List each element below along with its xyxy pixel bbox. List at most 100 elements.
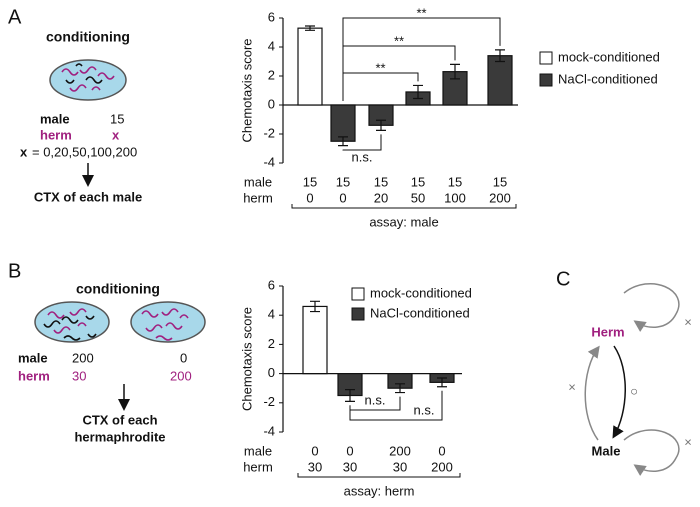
bar [330, 104, 356, 142]
x-tick-label: 15 [336, 174, 350, 189]
dish [130, 301, 206, 343]
error-bar [338, 136, 348, 147]
arrow [612, 345, 626, 439]
error-bar [395, 383, 405, 394]
x-tick-label: 0 [438, 443, 445, 458]
error-bar [450, 63, 460, 80]
label: herm [18, 368, 50, 383]
significance-label: n.s. [414, 402, 435, 417]
y-tick-label: 0 [268, 365, 275, 380]
diagram-title: conditioning [46, 29, 130, 45]
row-label: male [244, 443, 272, 458]
label: male [18, 350, 48, 365]
significance-bracket [349, 390, 443, 421]
y-axis-label: Chemotaxis score [239, 38, 254, 142]
y-tick-label: 6 [268, 277, 275, 292]
legend-swatch [351, 307, 365, 321]
x-tick-label: 50 [411, 190, 425, 205]
y-tick-label: 6 [268, 9, 275, 24]
label: = 0,20,50,100,200 [32, 144, 137, 159]
significance-bracket [342, 134, 382, 151]
error-bar [495, 49, 505, 63]
y-tick-label: -2 [263, 394, 275, 409]
x-tick-label: 30 [308, 459, 322, 474]
arrow [623, 429, 680, 476]
dish [34, 301, 110, 343]
error-bar [376, 119, 386, 131]
node: Herm [591, 324, 624, 339]
y-tick-label: 4 [268, 38, 275, 53]
arrow [584, 345, 600, 441]
y-tick-label: 2 [268, 336, 275, 351]
significance-bracket [342, 17, 501, 101]
panel-label: A [8, 6, 22, 28]
legend-swatch [539, 51, 553, 65]
y-tick-label: 2 [268, 67, 275, 82]
legend-label: mock-conditioned [370, 285, 472, 300]
legend-label: NaCl-conditioned [558, 71, 658, 86]
value: 200 [72, 350, 94, 365]
y-tick-label: 0 [268, 96, 275, 111]
x-tick-label: 20 [374, 190, 388, 205]
significance-label: n.s. [352, 149, 373, 164]
x-tick-label: 30 [343, 459, 357, 474]
error-bar [310, 300, 320, 313]
value: x [112, 127, 120, 142]
value: 0 [180, 350, 187, 365]
mark: × [684, 314, 692, 329]
x-tick-label: 200 [389, 443, 411, 458]
x-tick-label: 15 [448, 174, 462, 189]
outcome: CTX of each male [34, 189, 142, 204]
x-tick-label: 0 [306, 190, 313, 205]
label: x [20, 144, 28, 159]
error-bar [437, 377, 447, 388]
assay-bracket [291, 204, 517, 209]
bar [487, 55, 513, 106]
y-tick-label: 4 [268, 307, 275, 322]
row-label: male [244, 174, 272, 189]
legend-swatch [351, 287, 365, 301]
label: male [40, 111, 70, 126]
x-tick-label: 15 [374, 174, 388, 189]
x-tick-label: 200 [489, 190, 511, 205]
significance-label: ** [375, 60, 385, 75]
arrow [623, 283, 680, 332]
bar [302, 305, 328, 375]
significance-label: ** [394, 33, 404, 48]
x-tick-label: 0 [339, 190, 346, 205]
value: 200 [170, 368, 192, 383]
error-bar [413, 84, 423, 100]
significance-bracket [342, 72, 419, 101]
x-tick-label: 100 [444, 190, 466, 205]
panel-label: B [8, 260, 21, 282]
x-tick-label: 0 [346, 443, 353, 458]
outcome: hermaphrodite [74, 429, 165, 444]
legend-label: NaCl-conditioned [370, 305, 470, 320]
mark: × [568, 379, 576, 394]
mark: ○ [630, 383, 638, 398]
row-label: herm [243, 459, 273, 474]
diagram-title: conditioning [76, 281, 160, 297]
mark: × [684, 434, 692, 449]
x-tick-label: 0 [311, 443, 318, 458]
assay-bracket [297, 473, 461, 478]
dish [49, 59, 127, 101]
x-tick-label: 15 [411, 174, 425, 189]
y-tick-label: -2 [263, 125, 275, 140]
outcome: CTX of each [82, 412, 157, 427]
error-bar [345, 389, 355, 402]
x-tick-label: 30 [393, 459, 407, 474]
row-label: herm [243, 190, 273, 205]
error-bar [305, 25, 315, 31]
significance-label: n.s. [365, 392, 386, 407]
bar [297, 27, 323, 106]
x-tick-label: 15 [493, 174, 507, 189]
legend-label: mock-conditioned [558, 49, 660, 64]
value: 30 [72, 368, 86, 383]
y-tick-label: -4 [263, 423, 275, 438]
y-axis-label: Chemotaxis score [239, 307, 254, 411]
significance-label: ** [416, 5, 426, 20]
y-tick-label: -4 [263, 154, 275, 169]
node: Male [592, 443, 621, 458]
